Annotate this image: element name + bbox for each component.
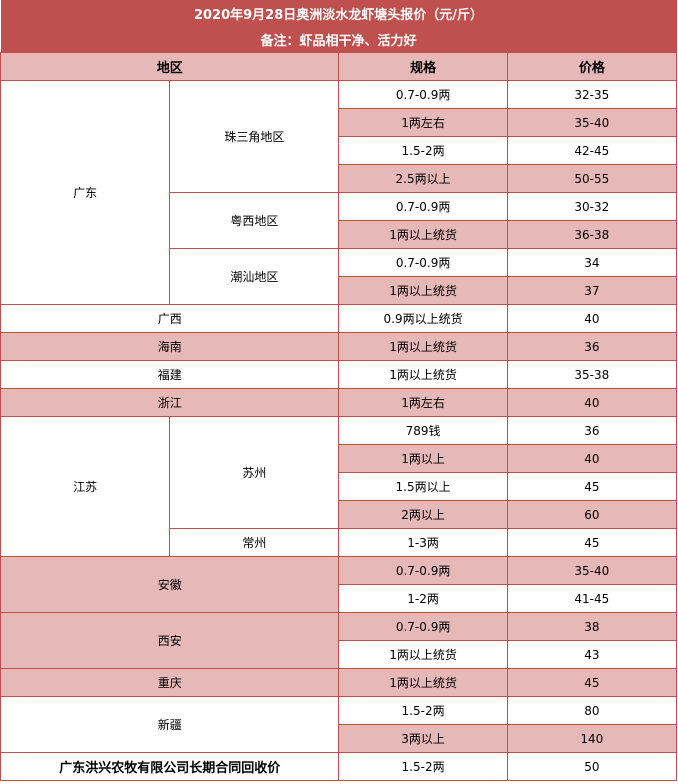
spec-cell: 0.7-0.9两 — [338, 248, 508, 277]
spec-cell: 0.7-0.9两 — [338, 192, 508, 221]
table-row: 2.5两以上 50-55 — [1, 164, 678, 193]
header-price: 价格 — [506, 52, 678, 81]
price-cell: 38 — [506, 612, 678, 641]
table-row: 1.5-2两 42-45 — [1, 136, 678, 165]
table-row: 海南 1两以上统货 36 — [0, 332, 678, 361]
price-cell: 36 — [506, 332, 678, 361]
region-cell: 安徽 — [0, 556, 340, 613]
price-cell: 45 — [506, 472, 678, 501]
subregion-cell: 苏州 — [169, 416, 340, 529]
subregion-cell: 粤西地区 — [169, 192, 340, 249]
header-region: 地区 — [0, 52, 340, 81]
price-cell: 35-38 — [506, 360, 678, 389]
table-title: 2020年9月28日奥洲淡水龙虾塘头报价（元/斤） — [0, 0, 677, 26]
price-cell: 45 — [506, 668, 678, 697]
table-row: 新疆 1.5-2两 80 — [0, 696, 678, 753]
region-cell: 浙江 — [0, 388, 340, 417]
price-cell: 140 — [506, 724, 678, 753]
table-row: 3两以上 140 — [1, 724, 678, 753]
price-cell: 34 — [506, 248, 678, 277]
price-cell: 36-38 — [506, 220, 678, 249]
price-cell: 42-45 — [506, 136, 678, 165]
price-cell: 43 — [506, 640, 678, 669]
table-row: 1两以上统货 37 — [1, 276, 678, 305]
table-note: 备注：虾品相干净、活力好 — [0, 26, 677, 53]
spec-cell: 2两以上 — [338, 500, 508, 529]
price-cell: 40 — [506, 444, 678, 473]
spec-cell: 789钱 — [338, 416, 508, 445]
region-cell: 海南 — [0, 332, 340, 361]
header-spec: 规格 — [338, 52, 508, 81]
spec-cell: 1.5-2两 — [338, 752, 508, 781]
spec-cell: 0.9两以上统货 — [338, 304, 508, 333]
table-row: 1.5两以上 45 — [1, 472, 678, 501]
table-row: 重庆 1两以上统货 45 — [0, 668, 678, 697]
spec-cell: 1两以上统货 — [338, 640, 508, 669]
spec-cell: 1两以上统货 — [338, 220, 508, 249]
spec-cell: 2.5两以上 — [338, 164, 508, 193]
table-row: 广西 0.9两以上统货 40 — [0, 304, 678, 333]
region-cell: 江苏 — [0, 416, 171, 557]
subregion-cell: 常州 — [169, 528, 340, 557]
spec-cell: 1两左右 — [338, 108, 508, 137]
spec-cell: 1.5两以上 — [338, 472, 508, 501]
price-cell: 50 — [506, 752, 678, 781]
price-cell: 41-45 — [506, 584, 678, 613]
table-row: 1两左右 35-40 — [1, 108, 678, 137]
price-cell: 45 — [506, 528, 678, 557]
table-row: 1两以上 40 — [1, 444, 678, 473]
table-row: 常州 1-3两 45 — [1, 528, 678, 557]
price-cell: 30-32 — [506, 192, 678, 221]
spec-cell: 1两以上统货 — [338, 332, 508, 361]
spec-cell: 1-2两 — [338, 584, 508, 613]
spec-cell: 1两以上 — [338, 444, 508, 473]
spec-cell: 1两以上统货 — [338, 276, 508, 305]
region-cell: 福建 — [0, 360, 340, 389]
table-row: 2两以上 60 — [1, 500, 678, 529]
region-cell: 广西 — [0, 304, 340, 333]
price-cell: 60 — [506, 500, 678, 529]
spec-cell: 0.7-0.9两 — [338, 612, 508, 641]
spec-cell: 3两以上 — [338, 724, 508, 753]
price-cell: 32-35 — [506, 80, 678, 109]
region-cell: 西安 — [0, 612, 340, 669]
subregion-cell: 珠三角地区 — [169, 80, 340, 193]
price-cell: 80 — [506, 696, 678, 725]
table-row: 广东洪兴农牧有限公司长期合同回收价 1.5-2两 50 — [0, 752, 678, 781]
price-cell: 40 — [506, 304, 678, 333]
spec-cell: 1两以上统货 — [338, 668, 508, 697]
price-cell: 50-55 — [506, 164, 678, 193]
spec-cell: 0.7-0.9两 — [338, 80, 508, 109]
table-row: 广东 珠三角地区 0.7-0.9两 32-35 — [0, 80, 678, 305]
table-row: 浙江 1两左右 40 — [0, 388, 678, 417]
table-row: 安徽 0.7-0.9两 35-40 — [0, 556, 678, 613]
spec-cell: 1两左右 — [338, 388, 508, 417]
table-row: 潮汕地区 0.7-0.9两 34 — [1, 248, 678, 305]
subregion-cell: 潮汕地区 — [169, 248, 340, 305]
spec-cell: 1两以上统货 — [338, 360, 508, 389]
table-row: 福建 1两以上统货 35-38 — [0, 360, 678, 389]
table-row: 粤西地区 0.7-0.9两 30-32 — [1, 192, 678, 249]
region-cell: 广东 — [0, 80, 171, 305]
spec-cell: 1.5-2两 — [338, 136, 508, 165]
region-cell: 新疆 — [0, 696, 340, 753]
table-row: 1-2两 41-45 — [1, 584, 678, 613]
table-row: 1两以上统货 36-38 — [1, 220, 678, 249]
spec-cell: 1.5-2两 — [338, 696, 508, 725]
price-cell: 35-40 — [506, 556, 678, 585]
price-cell: 37 — [506, 276, 678, 305]
region-cell: 广东洪兴农牧有限公司长期合同回收价 — [0, 752, 340, 781]
price-cell: 35-40 — [506, 108, 678, 137]
price-cell: 36 — [506, 416, 678, 445]
price-cell: 40 — [506, 388, 678, 417]
spec-cell: 0.7-0.9两 — [338, 556, 508, 585]
table-row: 西安 0.7-0.9两 38 — [0, 612, 678, 669]
spec-cell: 1-3两 — [338, 528, 508, 557]
region-cell: 重庆 — [0, 668, 340, 697]
table-row: 江苏 苏州 789钱 36 — [0, 416, 678, 557]
